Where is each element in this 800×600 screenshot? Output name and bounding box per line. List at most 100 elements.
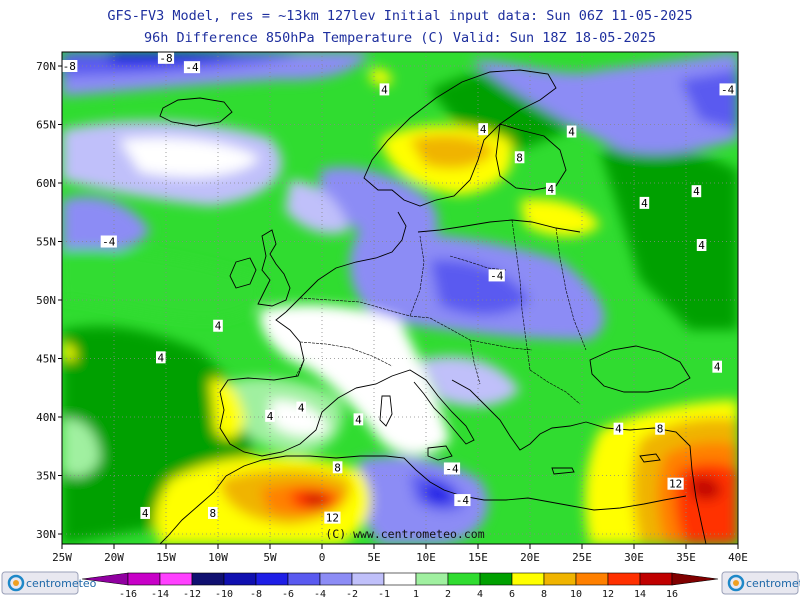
colorbar: centrometeo centrometeo -16-14-12-10-8-6… [1,571,800,600]
colorbar-swatches [81,572,719,586]
lon-label: 10W [208,551,228,564]
contour-label-box [213,319,223,332]
contour-label: 4 [381,83,388,96]
brand-right-logo-icon [727,574,745,592]
map-frame [61,51,739,545]
contour-label-box [454,494,471,507]
colorbar-label: -2 [346,589,358,600]
colorbar-swatch [191,572,225,586]
lat-label: 65N [36,119,56,132]
colorbar-swatch [479,572,513,586]
colorbar-swatch [543,572,577,586]
colorbar-swatch [159,572,193,586]
colorbar-swatch [671,572,719,586]
contour-label: -8 [159,52,172,65]
colorbar-swatch [383,572,417,586]
contour-label-box [62,60,78,72]
contour-label: 4 [267,410,274,423]
contour-label: 4 [480,123,487,136]
colorbar-label: 12 [602,589,614,600]
lon-label: 20E [520,551,540,564]
contour-label-box [156,351,166,364]
contour-label-box [183,61,201,74]
contour-label: -4 [445,462,459,475]
contour-label-box [712,360,722,373]
colorbar-label: 10 [570,589,582,600]
contour-label-box [719,83,736,96]
contour-label: 4 [615,423,622,436]
colorbar-swatch [511,572,545,586]
colorbar-label: -10 [215,589,233,600]
contour-label-box [208,506,218,519]
colorbar-swatch [127,572,161,586]
colorbar-label: 4 [477,589,483,600]
contour-label-box [379,83,390,96]
graticule [62,52,738,544]
contour-label-box [667,477,684,490]
lat-label: 55N [36,236,56,249]
contour-label: 4 [215,320,222,333]
contour-label: 4 [355,413,362,426]
colorbar-swatch [255,572,289,586]
contour-label-box [443,462,461,475]
contour-label: 4 [157,351,164,364]
brand-left-sun-icon [13,580,19,586]
lon-label: 25E [572,551,592,564]
colorbar-label: -12 [183,589,201,600]
colorbar-label: 2 [445,589,451,600]
contour-label: 12 [669,478,682,491]
contour-labels: -8 -8 -4 4 -4 4 4 8 4 4 4 -4 4 -4 4 4 4 4 4 4 4 8 -4 8 -4 12 4 8 12 [62,52,736,525]
contour-label-box [353,413,364,426]
contour-label: 8 [209,507,216,520]
colorbar-swatch [223,572,257,586]
contour-label-box [332,461,343,474]
lon-label: 30E [624,551,644,564]
colorbar-label: 14 [634,589,646,600]
colorbar-label: -6 [282,589,294,600]
lon-label: 40E [728,551,748,564]
colorbar-swatch [639,572,673,586]
lon-label: 25W [52,551,72,564]
lat-label: 35N [36,470,56,483]
contour-label-box [546,182,556,195]
header-title-model: GFS-FV3 Model, res = ~13km 127lev Initia… [107,8,693,24]
lon-label: 10E [416,551,436,564]
lat-label: 30N [36,528,56,541]
colorbar-labels: -16 -14 -12 -10 -8 -6 -4 -2 -1 1 2 4 6 8 10 12 14 16 [119,589,678,600]
lat-label: 40N [36,411,56,424]
contour-label: -4 [185,61,199,74]
contour-label-box [613,422,624,435]
contour-label-box [514,151,525,164]
latitude-axis: 70N 65N 60N 55N 50N 45N 40N 35N 30N [36,60,62,541]
contour-label-box [140,506,150,519]
contour-label: 8 [516,151,523,164]
colorbar-label: 1 [413,589,419,600]
lon-label: 15E [468,551,488,564]
colorbar-swatch [319,572,353,586]
contour-label-box [100,235,117,248]
brand-right-sun-icon [733,580,739,586]
contour-label-box [488,269,505,282]
colorbar-label: 16 [666,589,678,600]
contour-label: 8 [657,423,664,436]
brand-right-text: centrometeo [746,577,800,590]
colorbar-swatch [447,572,481,586]
contour-label: 4 [547,183,554,196]
lon-label: 35E [676,551,696,564]
contour-label: -4 [490,269,504,282]
colorbar-swatch [415,572,449,586]
contour-label-box [639,196,650,209]
lon-label: 15W [156,551,176,564]
copyright-text: (C) www.centrometeo.com [325,527,484,541]
contour-label: 4 [693,185,700,198]
contour-label-box [691,185,702,198]
lon-label: 20W [104,551,124,564]
lon-label: 0 [319,551,326,564]
colorbar-label: -4 [314,589,326,600]
lat-label: 45N [36,353,56,366]
colorbar-label: -1 [378,589,390,600]
colorbar-label: 6 [509,589,515,600]
contour-label: -4 [721,83,735,96]
brand-left-logo-icon [7,574,25,592]
field-shading [62,52,738,544]
